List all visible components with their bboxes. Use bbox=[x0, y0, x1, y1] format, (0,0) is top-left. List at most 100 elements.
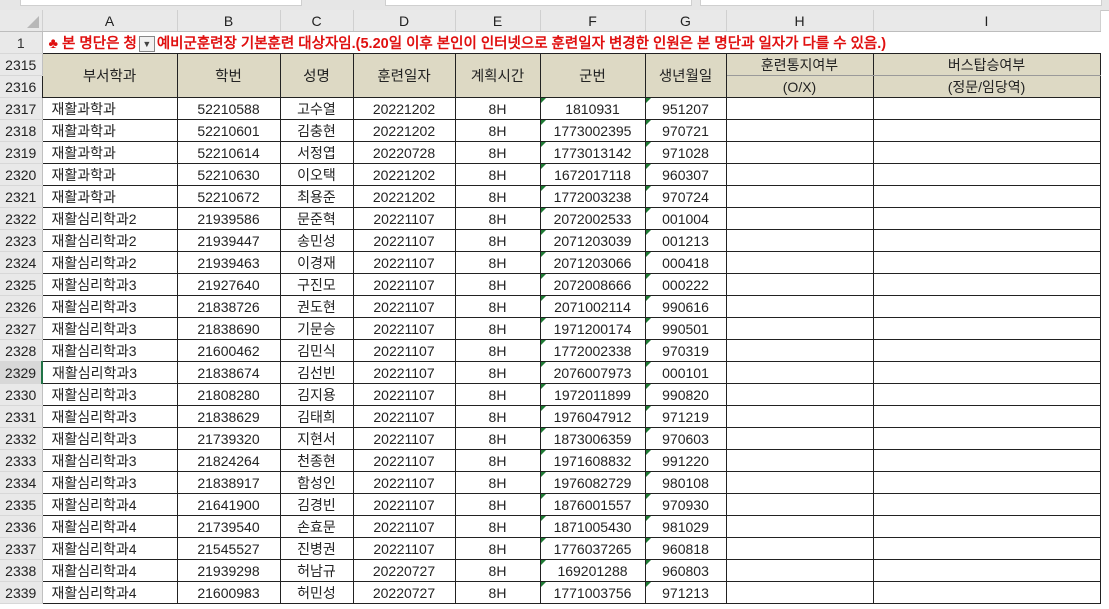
cell-training-date[interactable]: 20221107 bbox=[352, 229, 456, 252]
cell-student-id[interactable]: 21600462 bbox=[176, 339, 281, 362]
cell-name[interactable]: 김충현 bbox=[279, 119, 354, 142]
cell-student-id[interactable]: 21838674 bbox=[176, 361, 281, 384]
cell-training-date[interactable]: 20221107 bbox=[352, 493, 456, 516]
cell-notice[interactable] bbox=[725, 449, 874, 472]
filter-dropdown-icon[interactable]: ▼ bbox=[138, 36, 155, 53]
cell-planned-hours[interactable]: 8H bbox=[454, 185, 541, 208]
cell-name[interactable]: 기문승 bbox=[279, 317, 354, 340]
cell-dept[interactable]: 재활심리학과4 bbox=[41, 493, 178, 516]
cell-bus[interactable] bbox=[872, 471, 1101, 494]
cell-training-date[interactable]: 20221202 bbox=[352, 163, 456, 186]
column-header-i[interactable]: I bbox=[873, 10, 1101, 32]
cell-dept[interactable]: 재활심리학과3 bbox=[41, 295, 178, 318]
row-header[interactable]: 2325 bbox=[0, 273, 43, 296]
cell-birthdate[interactable]: 970319 bbox=[644, 339, 727, 362]
row-header[interactable]: 2333 bbox=[0, 449, 43, 472]
cell-training-date[interactable]: 20221107 bbox=[352, 295, 456, 318]
cell-military-number[interactable]: 1773013142 bbox=[539, 141, 646, 164]
row-header[interactable]: 2339 bbox=[0, 581, 43, 604]
header-planned-hours[interactable]: 계획시간 bbox=[454, 53, 541, 98]
row-header[interactable]: 2335 bbox=[0, 493, 43, 516]
cell-student-id[interactable]: 21838726 bbox=[176, 295, 281, 318]
row-header[interactable]: 2326 bbox=[0, 295, 43, 318]
cell-name[interactable]: 김지용 bbox=[279, 383, 354, 406]
cell-planned-hours[interactable]: 8H bbox=[454, 317, 541, 340]
header-notice[interactable]: 훈련통지여부 bbox=[725, 53, 874, 76]
cell-bus[interactable] bbox=[872, 405, 1101, 428]
row-header[interactable]: 2318 bbox=[0, 119, 43, 142]
formula-bar[interactable] bbox=[385, 0, 692, 6]
cell-birthdate[interactable]: 001004 bbox=[644, 207, 727, 230]
row-header[interactable]: 2336 bbox=[0, 515, 43, 538]
cell-name[interactable]: 진병권 bbox=[279, 537, 354, 560]
name-box[interactable] bbox=[20, 0, 302, 6]
cell-notice[interactable] bbox=[725, 427, 874, 450]
cell-training-date[interactable]: 20221107 bbox=[352, 273, 456, 296]
cell-military-number[interactable]: 1672017118 bbox=[539, 163, 646, 186]
row-header[interactable]: 2329 bbox=[0, 361, 43, 384]
column-header-f[interactable]: F bbox=[540, 10, 646, 32]
cell-birthdate[interactable]: 991220 bbox=[644, 449, 727, 472]
cell-dept[interactable]: 재활심리학과4 bbox=[41, 537, 178, 560]
cell-military-number[interactable]: 2072002533 bbox=[539, 207, 646, 230]
header-bus[interactable]: 버스탑승여부 bbox=[872, 53, 1101, 76]
cell-student-id[interactable]: 21838629 bbox=[176, 405, 281, 428]
cell-planned-hours[interactable]: 8H bbox=[454, 229, 541, 252]
cell-dept[interactable]: 재활심리학과3 bbox=[41, 317, 178, 340]
cell-dept[interactable]: 재활심리학과3 bbox=[41, 273, 178, 296]
cell-birthdate[interactable]: 971028 bbox=[644, 141, 727, 164]
cell-military-number[interactable]: 2071203039 bbox=[539, 229, 646, 252]
cell-notice[interactable] bbox=[725, 207, 874, 230]
cell-student-id[interactable]: 21838690 bbox=[176, 317, 281, 340]
cell-military-number[interactable]: 1971608832 bbox=[539, 449, 646, 472]
cell-bus[interactable] bbox=[872, 97, 1101, 120]
column-header-h[interactable]: H bbox=[726, 10, 874, 32]
cell-bus[interactable] bbox=[872, 295, 1101, 318]
cell-name[interactable]: 최용준 bbox=[279, 185, 354, 208]
cell-planned-hours[interactable]: 8H bbox=[454, 427, 541, 450]
row-header[interactable]: 2328 bbox=[0, 339, 43, 362]
cell-training-date[interactable]: 20221107 bbox=[352, 207, 456, 230]
cell-planned-hours[interactable]: 8H bbox=[454, 251, 541, 274]
row-header[interactable]: 2332 bbox=[0, 427, 43, 450]
cell-birthdate[interactable]: 960818 bbox=[644, 537, 727, 560]
column-header-c[interactable]: C bbox=[280, 10, 354, 32]
cell-name[interactable]: 함성인 bbox=[279, 471, 354, 494]
cell-notice[interactable] bbox=[725, 581, 874, 604]
cell-training-date[interactable]: 20221202 bbox=[352, 119, 456, 142]
cell-dept[interactable]: 재활심리학과3 bbox=[41, 339, 178, 362]
row-header[interactable]: 2324 bbox=[0, 251, 43, 274]
cell-dept[interactable]: 재활심리학과3 bbox=[41, 405, 178, 428]
header-birthdate[interactable]: 생년월일 bbox=[644, 53, 727, 98]
cell-notice[interactable] bbox=[725, 229, 874, 252]
row-header[interactable]: 2317 bbox=[0, 97, 43, 120]
cell-student-id[interactable]: 21739320 bbox=[176, 427, 281, 450]
cell-military-number[interactable]: 1773002395 bbox=[539, 119, 646, 142]
cell-training-date[interactable]: 20220727 bbox=[352, 559, 456, 582]
cell-bus[interactable] bbox=[872, 493, 1101, 516]
cell-bus[interactable] bbox=[872, 163, 1101, 186]
cell-name[interactable]: 구진모 bbox=[279, 273, 354, 296]
row-header[interactable]: 2330 bbox=[0, 383, 43, 406]
cell-student-id[interactable]: 21824264 bbox=[176, 449, 281, 472]
header-notice-sub[interactable]: (O/X) bbox=[725, 75, 874, 98]
cell-dept[interactable]: 재활심리학과2 bbox=[41, 229, 178, 252]
cell-training-date[interactable]: 20221107 bbox=[352, 537, 456, 560]
cell-name[interactable]: 고수열 bbox=[279, 97, 354, 120]
cell-birthdate[interactable]: 000101 bbox=[644, 361, 727, 384]
cell-training-date[interactable]: 20221202 bbox=[352, 185, 456, 208]
cell-training-date[interactable]: 20221107 bbox=[352, 405, 456, 428]
row-header[interactable]: 2338 bbox=[0, 559, 43, 582]
header-student-id[interactable]: 학번 bbox=[176, 53, 281, 98]
cell-military-number[interactable]: 1772002338 bbox=[539, 339, 646, 362]
cell-student-id[interactable]: 21927640 bbox=[176, 273, 281, 296]
cell-notice[interactable] bbox=[725, 559, 874, 582]
cell-birthdate[interactable]: 960803 bbox=[644, 559, 727, 582]
column-header-d[interactable]: D bbox=[353, 10, 456, 32]
cell-bus[interactable] bbox=[872, 515, 1101, 538]
cell-dept[interactable]: 재활심리학과3 bbox=[41, 383, 178, 406]
cell-notice[interactable] bbox=[725, 273, 874, 296]
cell-military-number[interactable]: 169201288 bbox=[539, 559, 646, 582]
cell-training-date[interactable]: 20221107 bbox=[352, 449, 456, 472]
cell-student-id[interactable]: 21641900 bbox=[176, 493, 281, 516]
